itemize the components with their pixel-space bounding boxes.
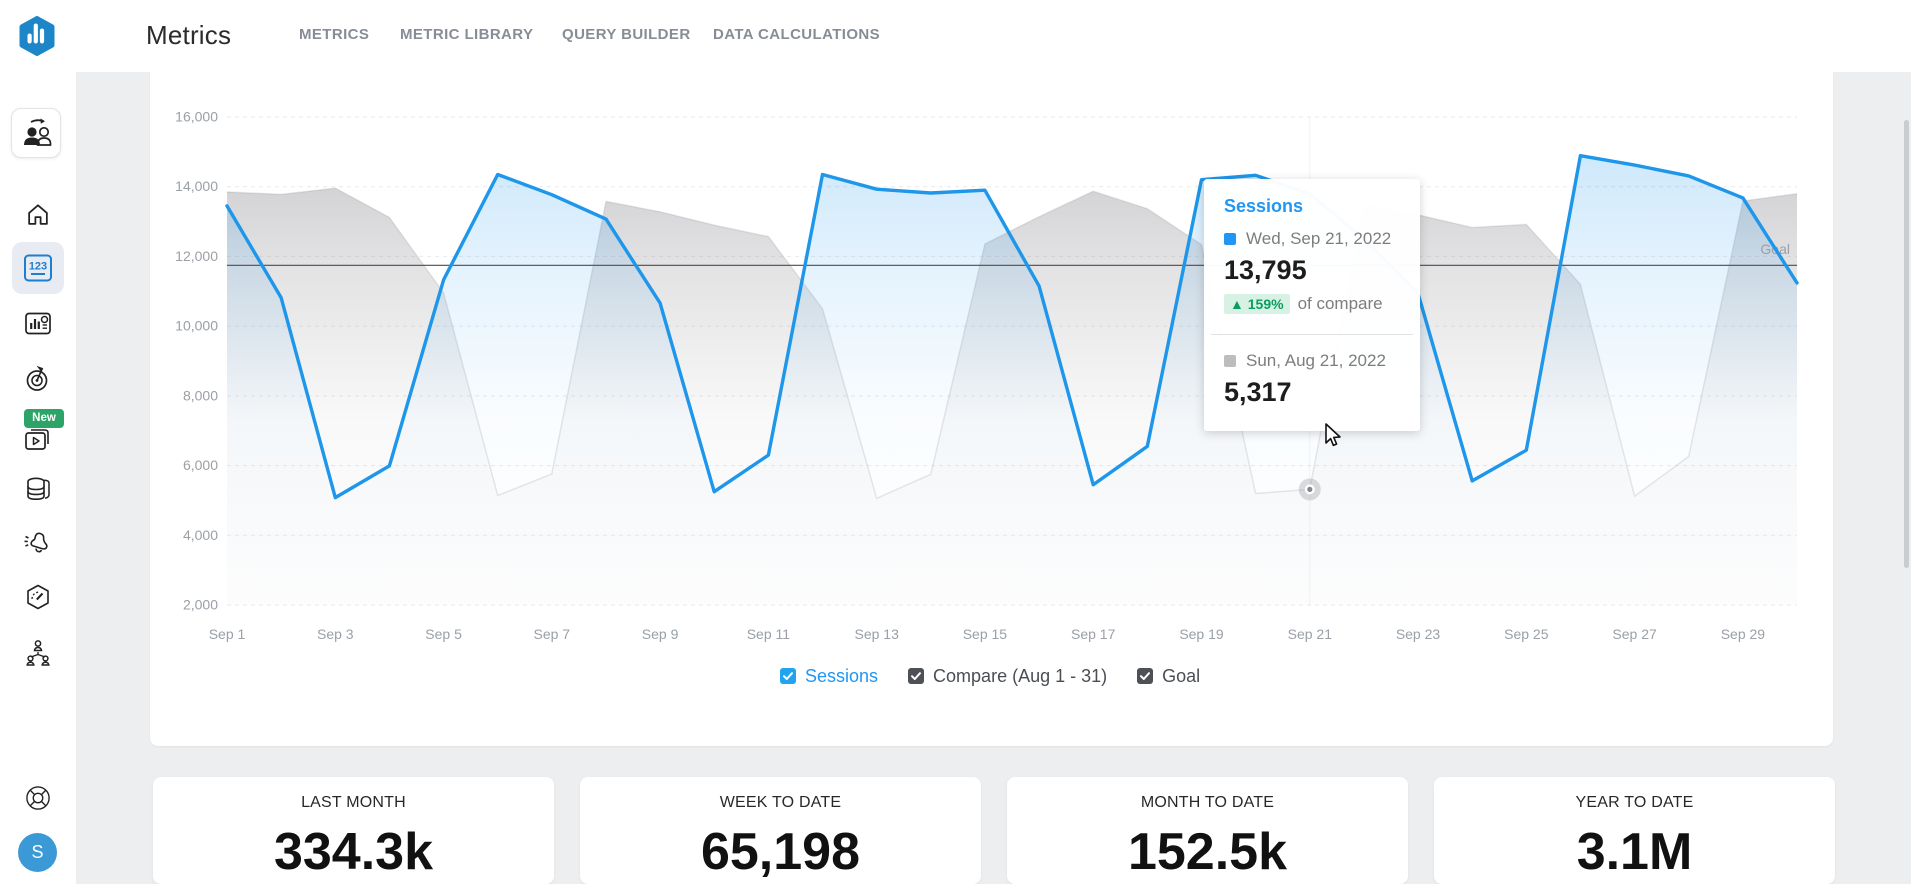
svg-text:Sep 23: Sep 23 [1396,626,1441,642]
svg-text:14,000: 14,000 [175,178,218,194]
svg-text:Sep 17: Sep 17 [1071,626,1116,642]
svg-text:8,000: 8,000 [183,387,218,403]
svg-text:Sep 9: Sep 9 [642,626,679,642]
svg-text:Sep 11: Sep 11 [747,626,791,642]
svg-text:Sep 19: Sep 19 [1179,626,1224,642]
svg-text:Sep 7: Sep 7 [534,626,571,642]
svg-text:Sep 29: Sep 29 [1721,626,1766,642]
svg-text:Sep 21: Sep 21 [1288,626,1333,642]
svg-text:Sep 27: Sep 27 [1612,626,1657,642]
svg-text:Sep 25: Sep 25 [1504,626,1549,642]
svg-text:6,000: 6,000 [183,457,218,473]
svg-text:12,000: 12,000 [175,248,218,264]
svg-text:2,000: 2,000 [183,597,218,613]
svg-text:Sep 5: Sep 5 [425,626,462,642]
svg-text:10,000: 10,000 [175,318,218,334]
svg-text:123: 123 [29,261,47,273]
svg-text:Sep 15: Sep 15 [963,626,1008,642]
svg-text:Sep 13: Sep 13 [855,626,900,642]
svg-text:16,000: 16,000 [175,109,218,125]
svg-text:4,000: 4,000 [183,527,218,543]
svg-text:Sep 1: Sep 1 [209,626,246,642]
svg-text:Sep 3: Sep 3 [317,626,354,642]
